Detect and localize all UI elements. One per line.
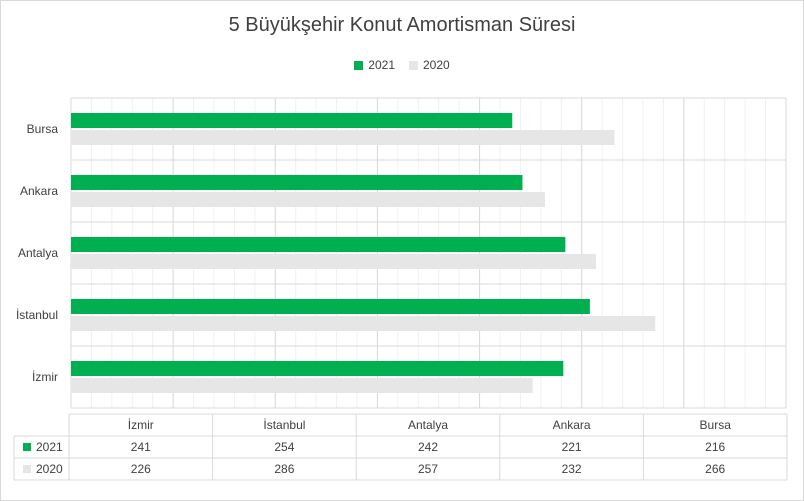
table-value-cell: 242 xyxy=(418,440,438,454)
table-value-cell: 286 xyxy=(274,462,294,476)
bar-2021-3 xyxy=(71,237,566,252)
legend-item-2020: 2020 xyxy=(409,58,450,72)
table-series-label: 2020 xyxy=(36,462,63,476)
bar-2020-5 xyxy=(71,130,615,145)
bar-2021-5 xyxy=(71,113,513,128)
legend-swatch-2020 xyxy=(409,60,418,70)
table-header-cell: İstanbul xyxy=(263,418,305,432)
table-value-cell: 254 xyxy=(274,440,294,454)
legend-label-2021: 2021 xyxy=(368,58,395,72)
table-legend-swatch-2021 xyxy=(23,443,31,451)
bar-2020-3 xyxy=(71,254,597,269)
table-value-cell: 226 xyxy=(131,462,151,476)
bar-2021-1 xyxy=(71,361,564,376)
table-value-cell: 257 xyxy=(418,462,438,476)
table-header-cell: Ankara xyxy=(553,418,591,432)
category-label: Bursa xyxy=(27,122,59,136)
bar-2020-2 xyxy=(71,316,656,331)
table-value-cell: 241 xyxy=(131,440,151,454)
table-value-cell: 232 xyxy=(562,462,582,476)
table-header-cell: Antalya xyxy=(408,418,448,432)
bar-2020-1 xyxy=(71,378,533,393)
legend-swatch-2021 xyxy=(354,60,364,70)
table-value-cell: 216 xyxy=(705,440,725,454)
bar-2020-4 xyxy=(71,192,545,207)
category-label: İstanbul xyxy=(16,308,58,322)
legend: 2021 2020 xyxy=(0,58,804,72)
category-label: Antalya xyxy=(18,246,58,260)
table-legend-swatch-2020 xyxy=(23,465,31,473)
table-series-label: 2021 xyxy=(36,440,63,454)
table-value-cell: 266 xyxy=(705,462,725,476)
bar-2021-2 xyxy=(71,299,590,314)
chart-title: 5 Büyükşehir Konut Amortisman Süresi xyxy=(228,14,576,36)
legend-item-2021: 2021 xyxy=(354,58,395,72)
table-header-cell: İzmir xyxy=(128,418,154,432)
table-header-cell: Bursa xyxy=(700,418,732,432)
table-value-cell: 221 xyxy=(562,440,582,454)
category-label: Ankara xyxy=(20,184,58,198)
bar-2021-4 xyxy=(71,175,523,190)
category-label: İzmir xyxy=(32,370,58,384)
legend-label-2020: 2020 xyxy=(423,58,450,72)
